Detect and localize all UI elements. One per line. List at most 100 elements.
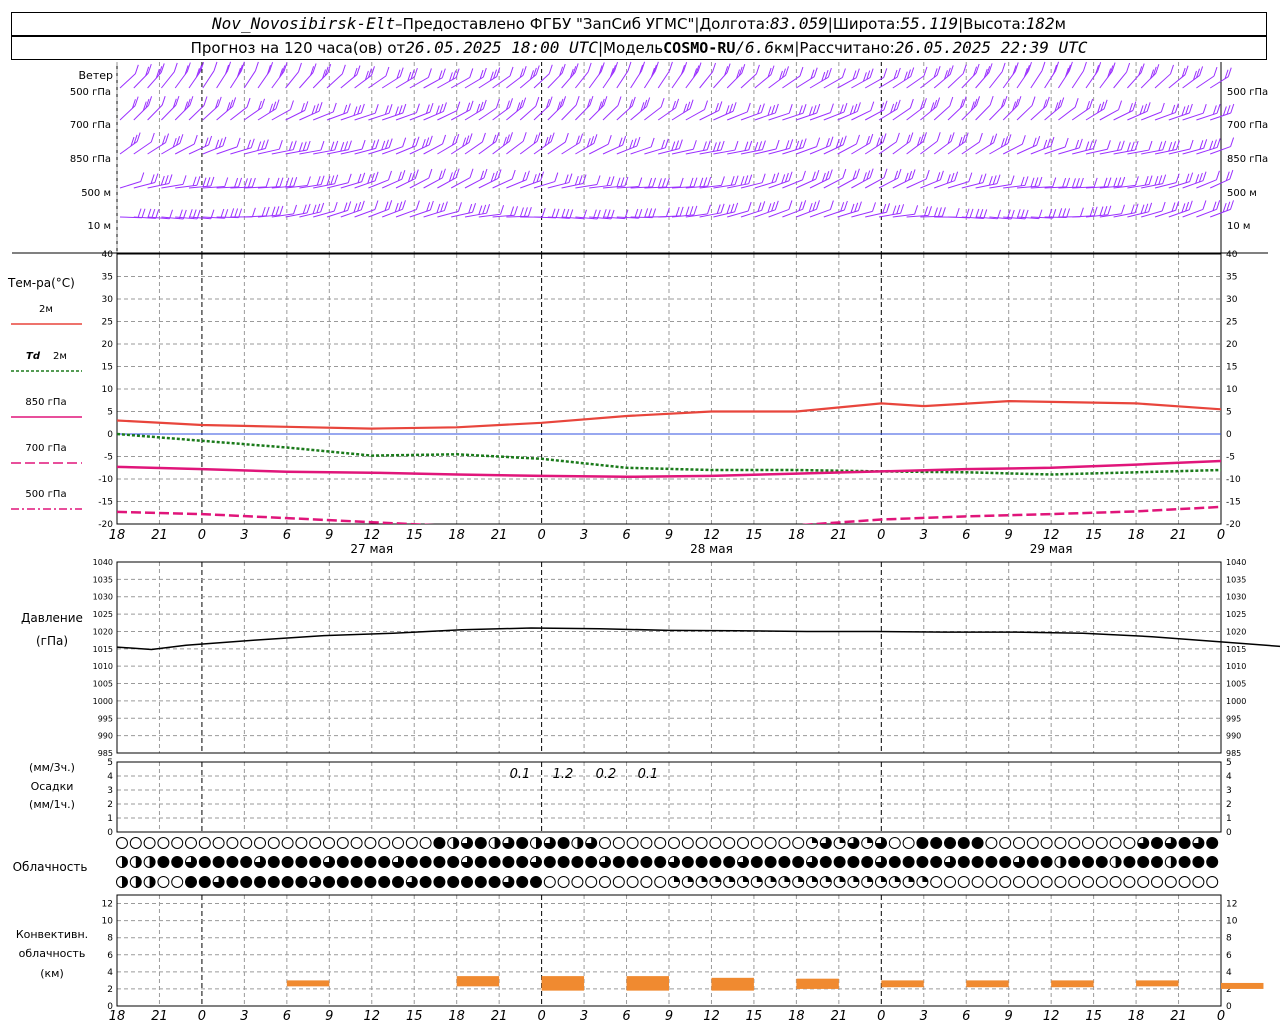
wind-barb-flag — [986, 66, 991, 76]
wind-barb — [299, 175, 325, 189]
wind-barb — [119, 208, 146, 219]
cloud-symbol — [461, 837, 473, 849]
wind-barb-flag — [936, 132, 941, 142]
wind-barb-flag — [522, 97, 527, 107]
cloud-symbol — [129, 856, 142, 868]
wind-barb — [961, 132, 983, 155]
wind-barb — [1099, 176, 1126, 189]
wind-barb-flag — [150, 132, 155, 143]
wind-barb-flag — [1130, 141, 1135, 151]
hour-tick-label: 12 — [1043, 1009, 1060, 1024]
pressure-tick-right: 1020 — [1226, 627, 1246, 636]
wind-barb — [1141, 102, 1165, 121]
wind-barb-flag — [397, 171, 402, 181]
wind-barb-flag — [469, 168, 474, 178]
wind-barb — [754, 139, 780, 155]
cloud-symbol-ring — [254, 837, 266, 849]
wind-barb-flag — [883, 100, 888, 110]
wind-barb-staff — [658, 186, 681, 189]
wind-barb-flag — [593, 134, 598, 144]
cloud-symbol-ring — [1082, 856, 1094, 868]
wind-barb-flag — [186, 98, 191, 109]
wind-barb-staff — [1099, 109, 1119, 121]
wind-barb-flag — [849, 105, 854, 115]
cloud-symbol-ring — [254, 876, 266, 888]
wind-barb-flag — [206, 177, 211, 187]
cloud-symbol-fill — [875, 856, 887, 868]
temp-tick-left: 15 — [102, 363, 113, 373]
wind-barb-flag — [1032, 137, 1037, 147]
hour-tick-label: 15 — [406, 528, 423, 543]
wind-barb-flag — [1038, 176, 1043, 187]
hour-tick-label: 3 — [580, 528, 588, 543]
wind-barb-flag — [247, 178, 252, 188]
wind-barb-flag — [509, 132, 513, 142]
pressure-tick-left: 995 — [98, 714, 113, 723]
wind-barb — [161, 62, 178, 89]
cloud-symbol-fill — [798, 876, 804, 882]
cloud-symbol — [944, 837, 956, 849]
wind-barb-staff — [243, 70, 256, 89]
model-name: COSMO-RU — [663, 39, 736, 57]
cloud-symbol-ring — [888, 837, 901, 849]
wind-barb — [243, 98, 266, 121]
cloud-symbol-fill — [185, 856, 197, 868]
temp-tick-right: 5 — [1226, 408, 1232, 418]
wind-barb — [740, 103, 765, 121]
wind-barb — [257, 99, 280, 121]
wind-barb-staff — [1141, 210, 1163, 218]
wind-barb-flag — [716, 141, 721, 151]
wind-barb-flag — [535, 96, 540, 107]
wind-barb-staff — [616, 70, 629, 89]
wind-barb-flag — [275, 99, 280, 109]
wind-barb — [589, 176, 615, 189]
cloud-symbol-fill — [1137, 837, 1149, 849]
wind-barb-flag — [744, 141, 749, 151]
cloud-symbol — [336, 876, 349, 888]
wind-barb-flag — [950, 132, 955, 142]
wind-barb-flag — [632, 138, 637, 148]
wind-barb — [271, 176, 298, 189]
wind-barb-flag — [869, 68, 874, 78]
wind-barb-flag — [384, 105, 389, 115]
conv-tick-right: 10 — [1226, 917, 1238, 927]
wind-barb-flag — [840, 202, 845, 212]
cloud-symbol — [709, 856, 722, 868]
wind-barb — [671, 205, 698, 218]
wind-barb-flag — [236, 67, 241, 78]
wind-barb-flag — [825, 138, 830, 148]
cloud-symbol-ring — [1164, 876, 1177, 888]
wind-barb — [1168, 139, 1194, 155]
cloud-symbol — [1178, 856, 1191, 868]
wind-barb-flag — [225, 64, 230, 75]
wind-barb — [1168, 200, 1193, 218]
cloud-symbol-fill — [894, 876, 901, 882]
cloud-symbol-ring — [764, 837, 777, 849]
separator: | — [827, 15, 833, 33]
wind-barb — [1072, 177, 1098, 189]
wind-barb-flag — [883, 168, 888, 178]
pressure-tick-right: 1010 — [1226, 662, 1246, 671]
wind-barb-flag — [1216, 138, 1221, 148]
cloud-symbol-ring — [226, 876, 239, 888]
wind-barb-flag — [334, 140, 339, 151]
cloud-symbol-ring — [902, 856, 915, 868]
wind-barb-staff — [920, 140, 938, 155]
wind-barb — [768, 200, 793, 218]
cloud-symbol — [350, 856, 363, 868]
wind-barb-staff — [506, 140, 524, 155]
hour-tick-label: 21 — [1170, 1009, 1187, 1024]
wind-barb-flag — [568, 173, 573, 183]
temp-tick-left: -15 — [98, 498, 113, 508]
wind-barb-flag — [1021, 135, 1026, 145]
wind-barb-flag — [748, 174, 753, 184]
cloud-symbol-fill — [122, 876, 128, 888]
wind-barb-flag — [193, 134, 198, 145]
wind-barb — [782, 138, 807, 155]
wind-barb — [1058, 98, 1079, 121]
wind-barb-flag — [872, 202, 876, 212]
wind-barb-staff — [823, 177, 844, 189]
wind-barb — [658, 139, 683, 155]
wind-barb — [561, 133, 584, 155]
temp-tick-right: 10 — [1226, 385, 1238, 395]
